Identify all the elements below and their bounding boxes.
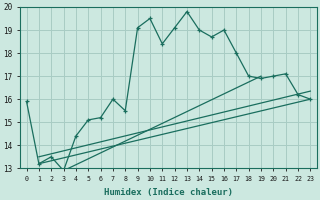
X-axis label: Humidex (Indice chaleur): Humidex (Indice chaleur) bbox=[104, 188, 233, 197]
